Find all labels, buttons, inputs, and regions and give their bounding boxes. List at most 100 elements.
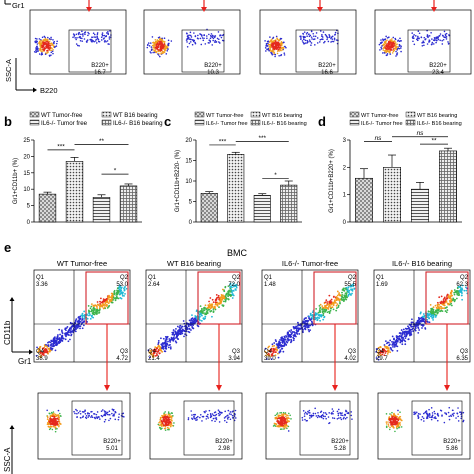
significance-bracket: **: [420, 138, 448, 145]
red-arrow-icon: [431, 7, 437, 12]
significance-label: *: [274, 172, 277, 179]
error-bar: [360, 168, 368, 179]
bar: [383, 167, 401, 223]
gate-value: 16.7: [94, 70, 106, 76]
significance-bracket: ***: [235, 135, 289, 142]
error-bar: [444, 147, 452, 151]
gate-label: B220+: [215, 439, 233, 445]
legend-label: WT Tumor-free: [361, 113, 399, 119]
gate-label: B220+: [331, 439, 349, 445]
panel-e-y-axis-label: CD11b: [3, 320, 12, 345]
bar: [38, 193, 57, 223]
bar: [411, 188, 429, 223]
y-tick-label: 25: [23, 138, 30, 144]
plot-title: WT B16 bearing: [167, 259, 221, 268]
significance-bracket: ns: [392, 130, 448, 137]
y-tick-label: 20: [23, 154, 30, 160]
gate-label: B220+: [103, 439, 121, 445]
red-arrow-icon: [104, 324, 110, 391]
bar: [253, 195, 271, 223]
top-y-axis-label: SSC-A: [4, 59, 13, 82]
error-bar: [258, 193, 267, 196]
legend-label: IL6-/- Tumor free: [361, 121, 403, 127]
plot-title: WT Tumor-free: [57, 259, 107, 268]
bar: [227, 154, 245, 223]
legend-swatch: [29, 111, 40, 118]
quadrant-label: 1.48: [264, 282, 276, 288]
y-tick-label: 2: [343, 165, 347, 171]
legend-swatch: [405, 111, 416, 118]
y-tick-label: 3: [343, 138, 347, 144]
quadrant-label: 39.0: [264, 356, 276, 362]
quadrant-label: Q2: [348, 275, 357, 281]
y-tick-label: 15: [23, 171, 30, 177]
panel-letter-b: b: [4, 114, 12, 129]
quadrant-label: 72.0: [228, 282, 240, 288]
gate-value: 16.6: [321, 70, 333, 76]
bottom-y-axis-label: SSC-A: [3, 447, 12, 472]
quadrant-label: 2.64: [148, 282, 160, 288]
gate-value: 2.98: [218, 446, 230, 452]
error-bar: [284, 180, 293, 186]
bar-chart-d: 0 1 2 3 Gr1+CD11b+B220+ (%) ns ns **: [329, 130, 462, 226]
legend-label: IL6-/- B16 bearing: [262, 121, 307, 127]
legend-swatch: [29, 119, 40, 126]
y-tick-label: 1: [343, 193, 347, 199]
legend-swatch: [405, 119, 416, 126]
quadrant-label: Q4: [264, 349, 273, 355]
quadrant-label: Q4: [36, 349, 45, 355]
error-bar: [416, 182, 424, 190]
legend-label: WT Tumor-free: [206, 113, 244, 119]
red-arrow-icon: [201, 7, 207, 12]
y-tick-label: 0: [189, 220, 193, 226]
legend-label: IL6-/- B16 bearing: [113, 120, 163, 127]
legend-swatch: [349, 119, 360, 126]
significance-label: ***: [219, 138, 227, 145]
y-tick-label: 10: [185, 179, 192, 185]
y-tick-label: 5: [27, 204, 31, 210]
quadrant-label: 29.7: [376, 356, 388, 362]
significance-bracket: ***: [47, 143, 75, 150]
legend-swatch: [194, 119, 205, 126]
quadrant-label: Q1: [376, 275, 385, 281]
error-bar: [231, 151, 240, 155]
legend-label: WT B16 bearing: [262, 113, 302, 119]
quadrant-label: Q3: [348, 349, 357, 355]
plot-title: IL6-/- Tumor-free: [282, 259, 338, 268]
significance-label: **: [431, 138, 437, 145]
red-arrow-icon: [216, 324, 222, 391]
panel-e: BMC WT Tumor-freeQ13.36Q253.0Q34.72Q438.…: [3, 248, 471, 474]
gate-label: B220+: [443, 439, 461, 445]
gate-label: B220+: [429, 63, 447, 69]
bar: [200, 193, 218, 223]
gate-value: 5.86: [446, 446, 458, 452]
legend-c: WT Tumor-free WT B16 bearing IL6-/- Tumor …: [194, 111, 307, 127]
legend-label: WT Tumor-free: [41, 112, 83, 119]
legend-label: IL6-/- B16 bearing: [417, 121, 462, 127]
quadrant-label: Q3: [232, 349, 241, 355]
quadrant-label: 55.5: [344, 282, 356, 288]
legend-swatch: [194, 111, 205, 118]
gate-value: 5.01: [106, 446, 118, 452]
legend-swatch: [250, 111, 261, 118]
bar: [439, 150, 457, 223]
error-bar: [70, 157, 79, 162]
significance-label: **: [99, 138, 105, 145]
quadrant-label: Q2: [460, 275, 469, 281]
panel-letter-e: e: [4, 240, 11, 255]
legend-swatch: [101, 119, 112, 126]
y-tick-label: 5: [189, 200, 193, 206]
legend-label: IL6-/- Tumor free: [206, 121, 248, 127]
quadrant-label: Q3: [120, 349, 129, 355]
y-axis-label: Gr1+CD11b+ (%): [13, 158, 19, 204]
top-flow-plot-1: B220+ 16.7: [29, 9, 127, 76]
gate-label: B220+: [318, 63, 336, 69]
significance-label: *: [114, 168, 117, 175]
error-bar: [205, 191, 214, 194]
bar: [92, 197, 111, 223]
bottom-flow-plot: B220+5.86: [377, 392, 471, 460]
error-bar: [124, 183, 133, 186]
